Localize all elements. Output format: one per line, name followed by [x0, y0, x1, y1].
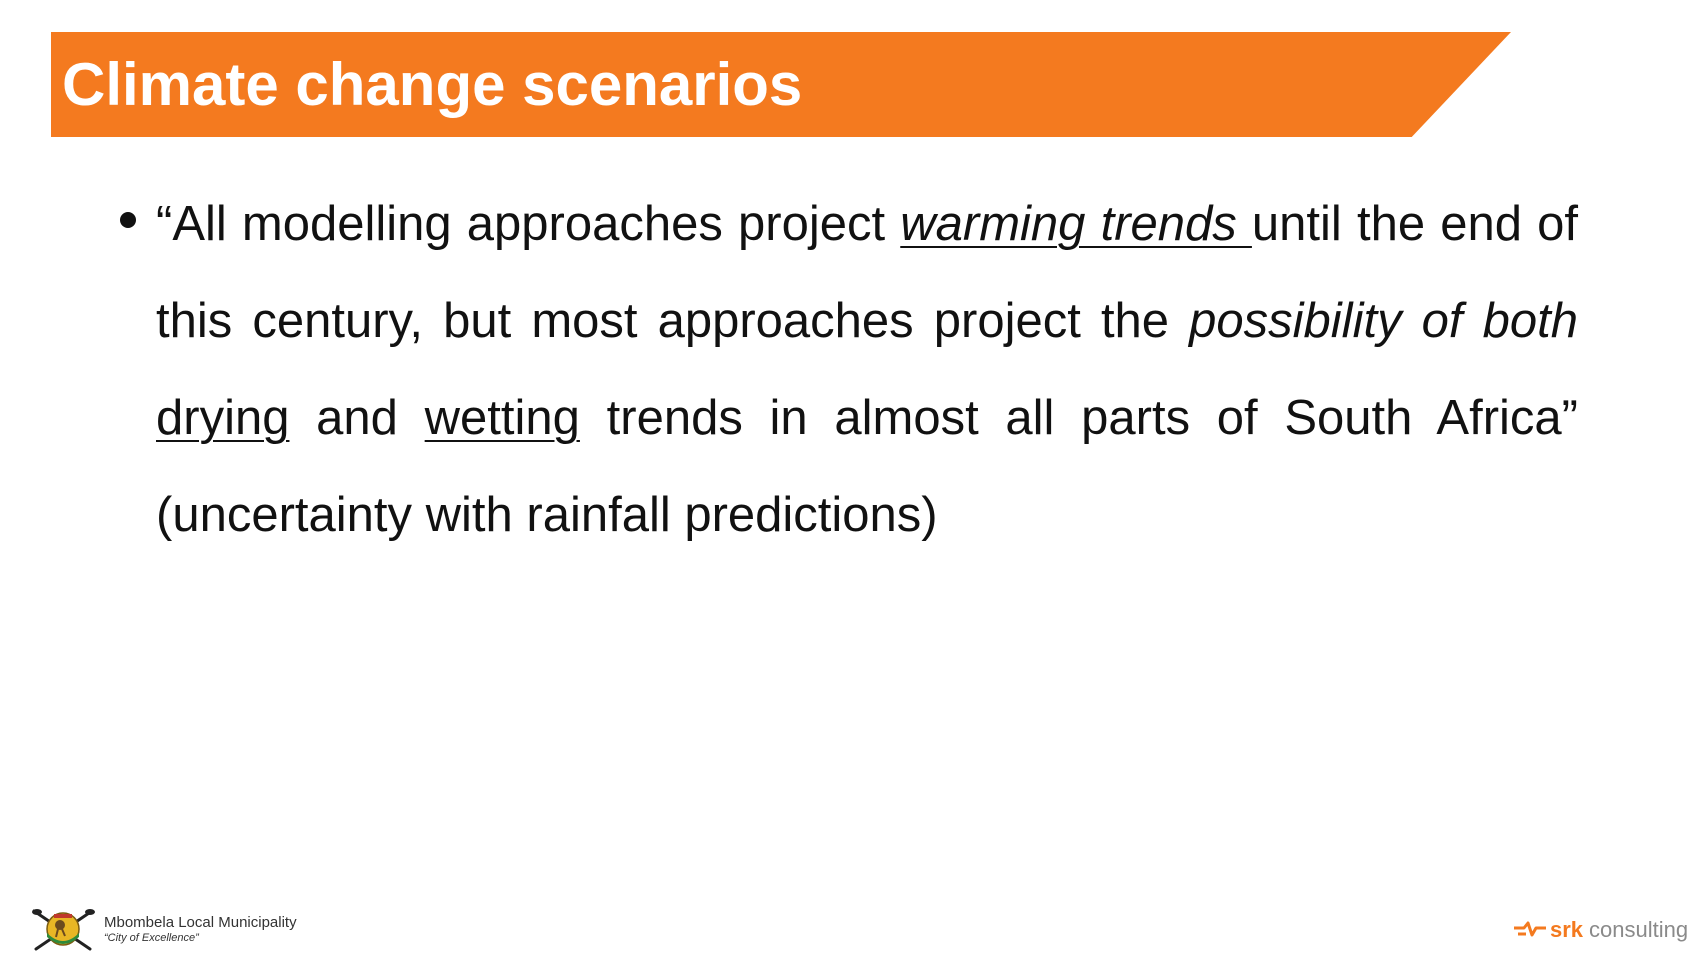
bullet-item: “All modelling approaches project warmin… — [156, 176, 1578, 564]
bullet-text-part2: until the end of this century, but most … — [156, 197, 1578, 348]
bullet-text-part3: trends in almost all parts of South Afri… — [156, 391, 1579, 542]
wetting-text: wetting — [424, 391, 580, 445]
municipality-name: Mbombela Local Municipality — [104, 914, 297, 931]
and-text: and — [289, 391, 425, 445]
bullet-dot-icon — [120, 212, 136, 228]
company-suffix: consulting — [1589, 917, 1689, 942]
warming-trends-text: warming trends — [900, 197, 1252, 251]
drying-text: drying — [156, 391, 290, 445]
bullet-text-part1: “All modelling approaches project — [156, 197, 901, 251]
slide-title: Climate change scenarios — [62, 51, 803, 118]
title-banner — [51, 32, 1511, 137]
srk-mark-icon — [1514, 921, 1546, 937]
municipality-motto: “City of Excellence” — [104, 932, 199, 944]
possibility-text: possibility of both — [1189, 294, 1578, 348]
municipality-footer: Mbombela Local Municipality “City of Exc… — [30, 904, 297, 954]
company-footer: srk consulting — [1512, 915, 1688, 945]
company-name: srk — [1550, 917, 1584, 942]
mbombela-emblem-icon — [32, 909, 95, 951]
